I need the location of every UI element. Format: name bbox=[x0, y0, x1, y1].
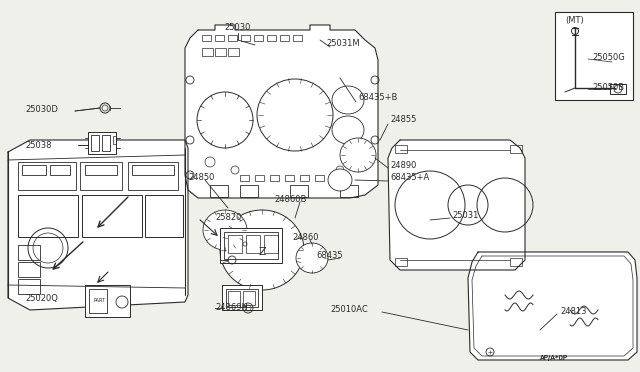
Text: (MT): (MT) bbox=[565, 16, 584, 25]
Bar bbox=[50, 165, 70, 175]
Bar bbox=[22, 165, 46, 175]
Bar bbox=[290, 185, 308, 197]
Bar bbox=[555, 12, 633, 100]
Polygon shape bbox=[468, 252, 637, 360]
Bar bbox=[85, 165, 117, 175]
Bar bbox=[255, 175, 264, 181]
Bar bbox=[18, 262, 40, 277]
Bar bbox=[85, 285, 130, 317]
Polygon shape bbox=[388, 140, 525, 270]
Bar bbox=[202, 35, 211, 41]
Bar bbox=[228, 35, 237, 41]
Bar bbox=[293, 35, 302, 41]
Bar bbox=[102, 135, 110, 151]
Text: 25050G: 25050G bbox=[592, 54, 625, 62]
Bar bbox=[145, 195, 183, 237]
Text: 24855: 24855 bbox=[390, 115, 417, 125]
Bar bbox=[228, 48, 239, 56]
Bar bbox=[210, 185, 228, 197]
Bar bbox=[18, 162, 76, 190]
Text: 25010AC: 25010AC bbox=[330, 305, 368, 314]
Bar bbox=[510, 258, 522, 266]
Text: 68435: 68435 bbox=[316, 250, 342, 260]
Bar bbox=[243, 291, 255, 305]
Bar bbox=[113, 136, 116, 144]
Bar bbox=[228, 235, 242, 253]
Polygon shape bbox=[185, 25, 378, 198]
Text: 25820: 25820 bbox=[215, 214, 241, 222]
Bar bbox=[300, 175, 309, 181]
Bar bbox=[340, 185, 358, 197]
Bar bbox=[228, 291, 240, 305]
Text: 25030D: 25030D bbox=[25, 106, 58, 115]
Bar bbox=[215, 35, 224, 41]
Ellipse shape bbox=[296, 243, 328, 273]
Text: 25030: 25030 bbox=[225, 23, 251, 32]
Text: 24890: 24890 bbox=[390, 160, 417, 170]
Text: 24813: 24813 bbox=[560, 308, 586, 317]
Bar bbox=[132, 165, 174, 175]
Bar bbox=[270, 175, 279, 181]
Bar bbox=[254, 35, 263, 41]
Bar bbox=[88, 132, 116, 154]
Bar bbox=[510, 145, 522, 153]
Ellipse shape bbox=[340, 138, 376, 172]
Bar bbox=[91, 135, 99, 151]
Bar bbox=[220, 228, 282, 263]
Bar bbox=[215, 48, 226, 56]
Bar bbox=[80, 162, 122, 190]
Bar bbox=[241, 35, 250, 41]
Text: 24869H: 24869H bbox=[215, 304, 248, 312]
Bar bbox=[395, 258, 407, 266]
Bar bbox=[82, 195, 142, 237]
Text: 68435+B: 68435+B bbox=[358, 93, 397, 103]
Bar bbox=[395, 145, 407, 153]
Text: 24860B: 24860B bbox=[274, 196, 307, 205]
Polygon shape bbox=[8, 140, 188, 310]
Text: 25031: 25031 bbox=[452, 211, 478, 219]
Text: AP/A*0P: AP/A*0P bbox=[540, 355, 568, 361]
Text: 24850: 24850 bbox=[188, 173, 214, 183]
Bar bbox=[264, 235, 278, 253]
Text: PART: PART bbox=[94, 298, 106, 304]
Bar bbox=[18, 279, 40, 294]
Bar bbox=[226, 289, 258, 307]
Bar bbox=[610, 84, 626, 94]
Bar bbox=[246, 235, 260, 253]
Ellipse shape bbox=[328, 169, 352, 191]
Bar bbox=[240, 175, 249, 181]
Bar bbox=[18, 195, 78, 237]
Text: 25020Q: 25020Q bbox=[25, 294, 58, 302]
Bar bbox=[222, 285, 262, 310]
Text: 25031M: 25031M bbox=[326, 39, 360, 48]
Bar bbox=[280, 35, 289, 41]
Bar bbox=[18, 245, 40, 260]
Text: 25050B: 25050B bbox=[592, 83, 624, 93]
Bar bbox=[315, 175, 324, 181]
Bar bbox=[202, 48, 213, 56]
Ellipse shape bbox=[203, 210, 247, 250]
Text: 25038: 25038 bbox=[25, 141, 51, 150]
Text: Z: Z bbox=[258, 247, 266, 257]
Text: 68435+A: 68435+A bbox=[390, 173, 429, 183]
Text: 24860: 24860 bbox=[292, 234, 319, 243]
Bar bbox=[267, 35, 276, 41]
Text: AP/A*0P: AP/A*0P bbox=[540, 355, 568, 361]
Bar bbox=[128, 162, 178, 190]
Bar bbox=[285, 175, 294, 181]
Bar bbox=[224, 232, 278, 259]
Bar bbox=[240, 185, 258, 197]
Bar bbox=[89, 289, 107, 313]
Ellipse shape bbox=[220, 210, 304, 290]
